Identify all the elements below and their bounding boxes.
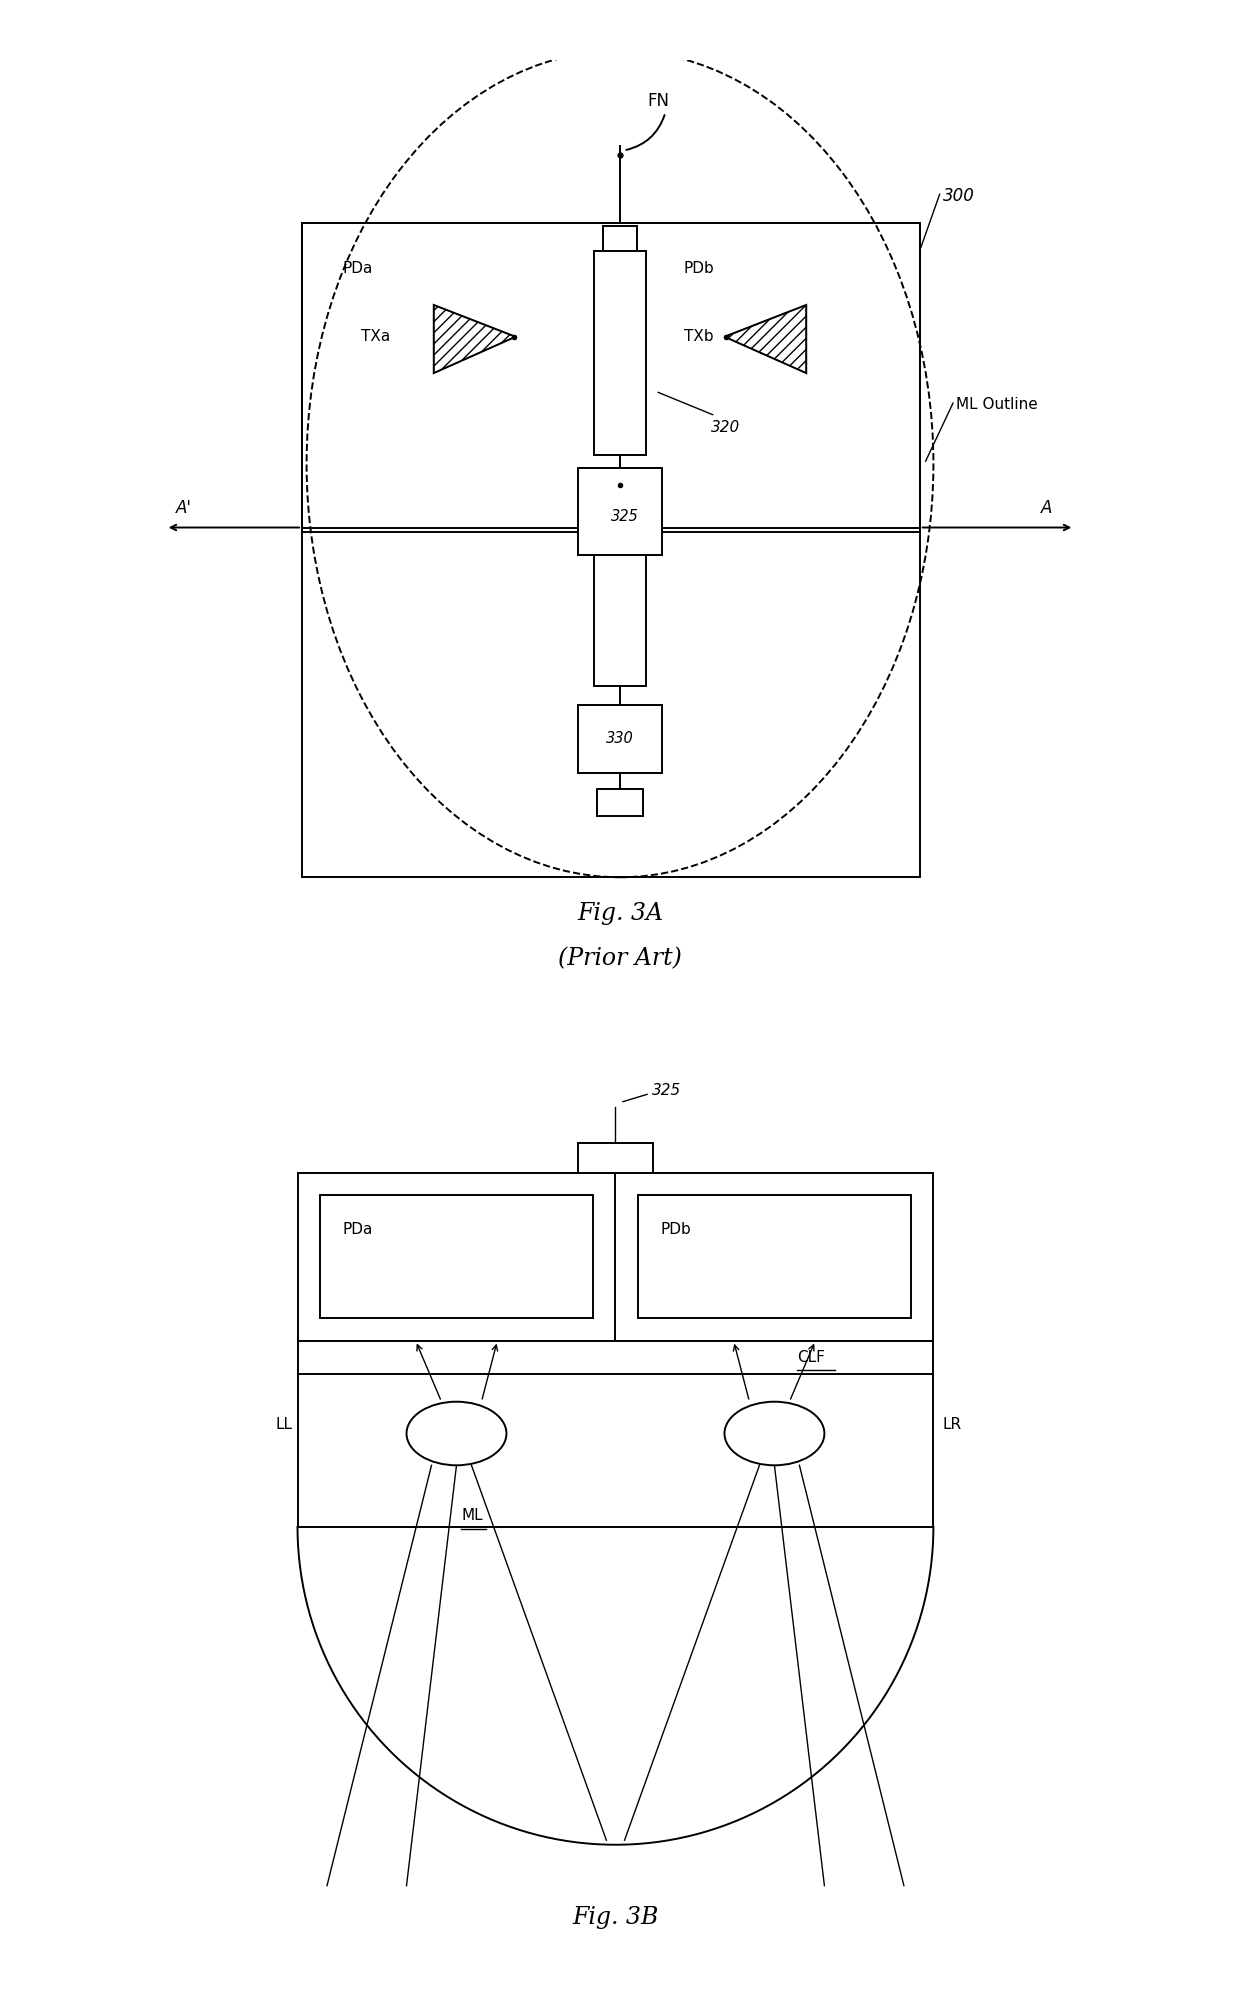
Polygon shape bbox=[724, 304, 806, 374]
Text: PDa: PDa bbox=[343, 1221, 373, 1237]
Polygon shape bbox=[434, 304, 516, 374]
Text: LL: LL bbox=[277, 1416, 293, 1432]
Bar bbox=[639, 1195, 910, 1319]
Bar bbox=[298, 1172, 934, 1528]
Text: PDb: PDb bbox=[683, 261, 714, 276]
Ellipse shape bbox=[724, 1402, 825, 1466]
Bar bbox=[303, 223, 920, 533]
Text: (Prior Art): (Prior Art) bbox=[558, 947, 682, 971]
Bar bbox=[598, 790, 642, 815]
Bar bbox=[303, 223, 920, 877]
Text: ML: ML bbox=[461, 1508, 482, 1524]
Text: CLF: CLF bbox=[797, 1351, 825, 1364]
Text: 300: 300 bbox=[942, 187, 975, 205]
Text: 330: 330 bbox=[606, 732, 634, 746]
Text: 325: 325 bbox=[610, 509, 639, 523]
Text: ML Outline: ML Outline bbox=[956, 398, 1038, 412]
Text: LR: LR bbox=[942, 1416, 962, 1432]
Text: PDa: PDa bbox=[343, 261, 373, 276]
Text: Fig. 3B: Fig. 3B bbox=[573, 1905, 658, 1929]
Text: 320: 320 bbox=[711, 420, 740, 436]
Text: A': A' bbox=[176, 499, 192, 517]
Ellipse shape bbox=[407, 1402, 506, 1466]
Bar bbox=[320, 1195, 593, 1319]
Bar bbox=[594, 555, 646, 686]
Text: TXb: TXb bbox=[683, 330, 713, 344]
Text: Fig. 3A: Fig. 3A bbox=[577, 903, 663, 925]
Bar bbox=[578, 1144, 652, 1172]
Text: FN: FN bbox=[647, 91, 670, 109]
Bar bbox=[578, 469, 662, 555]
Bar bbox=[578, 704, 662, 774]
Text: PDb: PDb bbox=[661, 1221, 692, 1237]
Bar bbox=[603, 227, 637, 251]
Bar bbox=[594, 251, 646, 455]
Text: 325: 325 bbox=[652, 1084, 681, 1098]
Text: TXa: TXa bbox=[361, 330, 391, 344]
Text: A: A bbox=[1042, 499, 1053, 517]
